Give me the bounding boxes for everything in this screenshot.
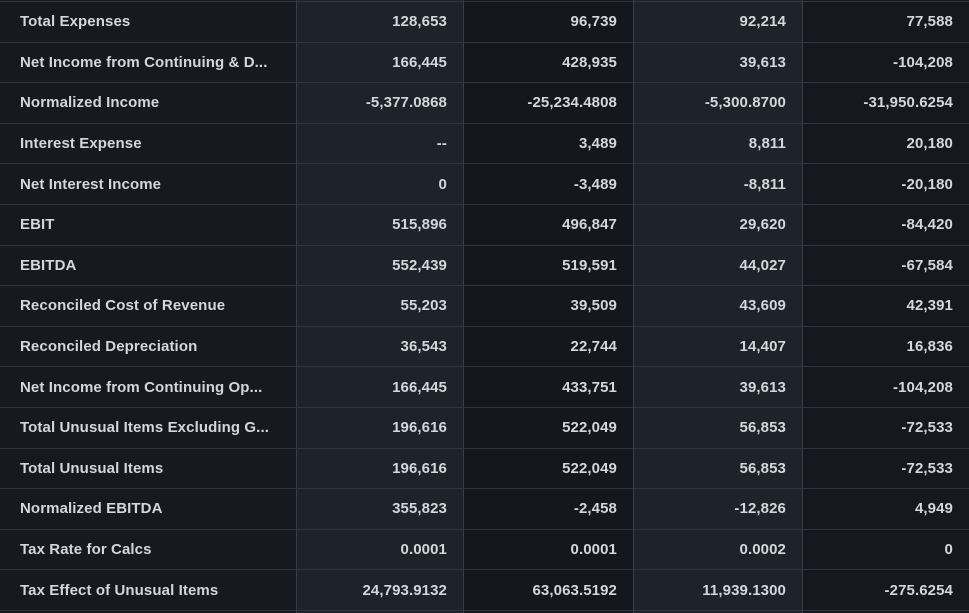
- cell-value: -31,950.6254: [802, 83, 969, 123]
- cell-value: 519,591: [463, 245, 633, 286]
- row-label[interactable]: Normalized EBITDA: [0, 489, 296, 529]
- cell-value: 36,543: [296, 326, 463, 367]
- row-label[interactable]: Interest Expense: [0, 123, 296, 164]
- cell-value: 428,935: [463, 42, 633, 83]
- row-label[interactable]: Net Income from Continuing & D...: [0, 42, 296, 83]
- row-label[interactable]: Reconciled Cost of Revenue: [0, 286, 296, 326]
- cell-value: --: [296, 123, 463, 164]
- cell-value: 4,949: [802, 489, 969, 529]
- cell-value: -2,458: [463, 489, 633, 529]
- cell-value: -84,420: [802, 204, 969, 245]
- cell-value: 56,853: [633, 407, 802, 448]
- table-row[interactable]: Interest Expense -- 3,489 8,811 20,180: [0, 123, 969, 165]
- cell-value: 552,439: [296, 245, 463, 286]
- cell-value: 42,391: [802, 286, 969, 326]
- cell-value: 522,049: [463, 448, 633, 489]
- table-row[interactable]: Tax Rate for Calcs 0.0001 0.0001 0.0002 0: [0, 529, 969, 571]
- cell-value: 0: [296, 164, 463, 204]
- table-row[interactable]: Total Expenses 128,653 96,739 92,214 77,588: [0, 2, 969, 43]
- cell-value: 128,653: [296, 2, 463, 42]
- row-label[interactable]: EBIT: [0, 204, 296, 245]
- cell-value: 96,739: [463, 2, 633, 42]
- row-label[interactable]: Tax Rate for Calcs: [0, 529, 296, 570]
- table-row[interactable]: EBITDA 552,439 519,591 44,027 -67,584: [0, 245, 969, 287]
- cell-value: 55,203: [296, 286, 463, 326]
- cell-value: 39,509: [463, 286, 633, 326]
- cell-value: -104,208: [802, 367, 969, 407]
- cell-value: 166,445: [296, 367, 463, 407]
- cell-value: -5,377.0868: [296, 83, 463, 123]
- cell-value: -20,180: [802, 164, 969, 204]
- cell-value: 11,939.1300: [633, 570, 802, 610]
- table-row[interactable]: Reconciled Depreciation 36,543 22,744 14,40…: [0, 326, 969, 368]
- cell-value: 515,896: [296, 204, 463, 245]
- row-label[interactable]: Reconciled Depreciation: [0, 326, 296, 367]
- cell-value: 20,180: [802, 123, 969, 164]
- cell-value: -104,208: [802, 42, 969, 83]
- cell-value: -25,234.4808: [463, 83, 633, 123]
- cell-value: 166,445: [296, 42, 463, 83]
- row-label[interactable]: Net Interest Income: [0, 164, 296, 204]
- cell-value: 196,616: [296, 448, 463, 489]
- cell-value: 56,853: [633, 448, 802, 489]
- cell-value: -3,489: [463, 164, 633, 204]
- row-label[interactable]: Tax Effect of Unusual Items: [0, 570, 296, 610]
- cell-value: 92,214: [633, 2, 802, 42]
- cell-value: 433,751: [463, 367, 633, 407]
- cell-value: 0: [802, 529, 969, 570]
- table-row[interactable]: Normalized Income -5,377.0868 -25,234.4808…: [0, 83, 969, 124]
- cell-value: 3,489: [463, 123, 633, 164]
- table-row[interactable]: Normalized EBITDA 355,823 -2,458 -12,826 4,9…: [0, 489, 969, 530]
- cell-value: 63,063.5192: [463, 570, 633, 610]
- table-row[interactable]: EBIT 515,896 496,847 29,620 -84,420: [0, 204, 969, 246]
- cell-value: 16,836: [802, 326, 969, 367]
- cell-value: 77,588: [802, 2, 969, 42]
- table-row[interactable]: Net Income from Continuing Op... 166,445 4…: [0, 367, 969, 408]
- cell-value: -67,584: [802, 245, 969, 286]
- cell-value: 0.0001: [463, 529, 633, 570]
- cell-value: 44,027: [633, 245, 802, 286]
- row-label[interactable]: Total Unusual Items: [0, 448, 296, 489]
- cell-value: 355,823: [296, 489, 463, 529]
- cell-value: 522,049: [463, 407, 633, 448]
- cell-value: -12,826: [633, 489, 802, 529]
- table-row[interactable]: Reconciled Cost of Revenue 55,203 39,509 43…: [0, 286, 969, 327]
- cell-value: 0.0001: [296, 529, 463, 570]
- cell-value: 14,407: [633, 326, 802, 367]
- cell-value: 29,620: [633, 204, 802, 245]
- table-row[interactable]: Net Interest Income 0 -3,489 -8,811 -20,180: [0, 164, 969, 205]
- row-label[interactable]: Total Expenses: [0, 2, 296, 42]
- cell-value: -72,533: [802, 448, 969, 489]
- cell-value: 8,811: [633, 123, 802, 164]
- previous-row-clipped-edge: [0, 0, 969, 2]
- table-row[interactable]: Tax Effect of Unusual Items 24,793.9132 63…: [0, 570, 969, 611]
- row-label[interactable]: Normalized Income: [0, 83, 296, 123]
- cell-value: 24,793.9132: [296, 570, 463, 610]
- cell-value: 496,847: [463, 204, 633, 245]
- cell-value: 43,609: [633, 286, 802, 326]
- cell-value: 22,744: [463, 326, 633, 367]
- row-label[interactable]: Net Income from Continuing Op...: [0, 367, 296, 407]
- cell-value: -8,811: [633, 164, 802, 204]
- table-row[interactable]: Net Income from Continuing & D... 166,445…: [0, 42, 969, 84]
- row-label[interactable]: Total Unusual Items Excluding G...: [0, 407, 296, 448]
- cell-value: -275.6254: [802, 570, 969, 610]
- cell-value: 39,613: [633, 367, 802, 407]
- row-label[interactable]: EBITDA: [0, 245, 296, 286]
- cell-value: -5,300.8700: [633, 83, 802, 123]
- cell-value: 0.0002: [633, 529, 802, 570]
- cell-value: 196,616: [296, 407, 463, 448]
- table-row[interactable]: Total Unusual Items Excluding G... 196,61…: [0, 407, 969, 449]
- table-row[interactable]: Total Unusual Items 196,616 522,049 56,853-…: [0, 448, 969, 490]
- cell-value: -72,533: [802, 407, 969, 448]
- cell-value: 39,613: [633, 42, 802, 83]
- next-row-clipped-edge: [0, 610, 969, 613]
